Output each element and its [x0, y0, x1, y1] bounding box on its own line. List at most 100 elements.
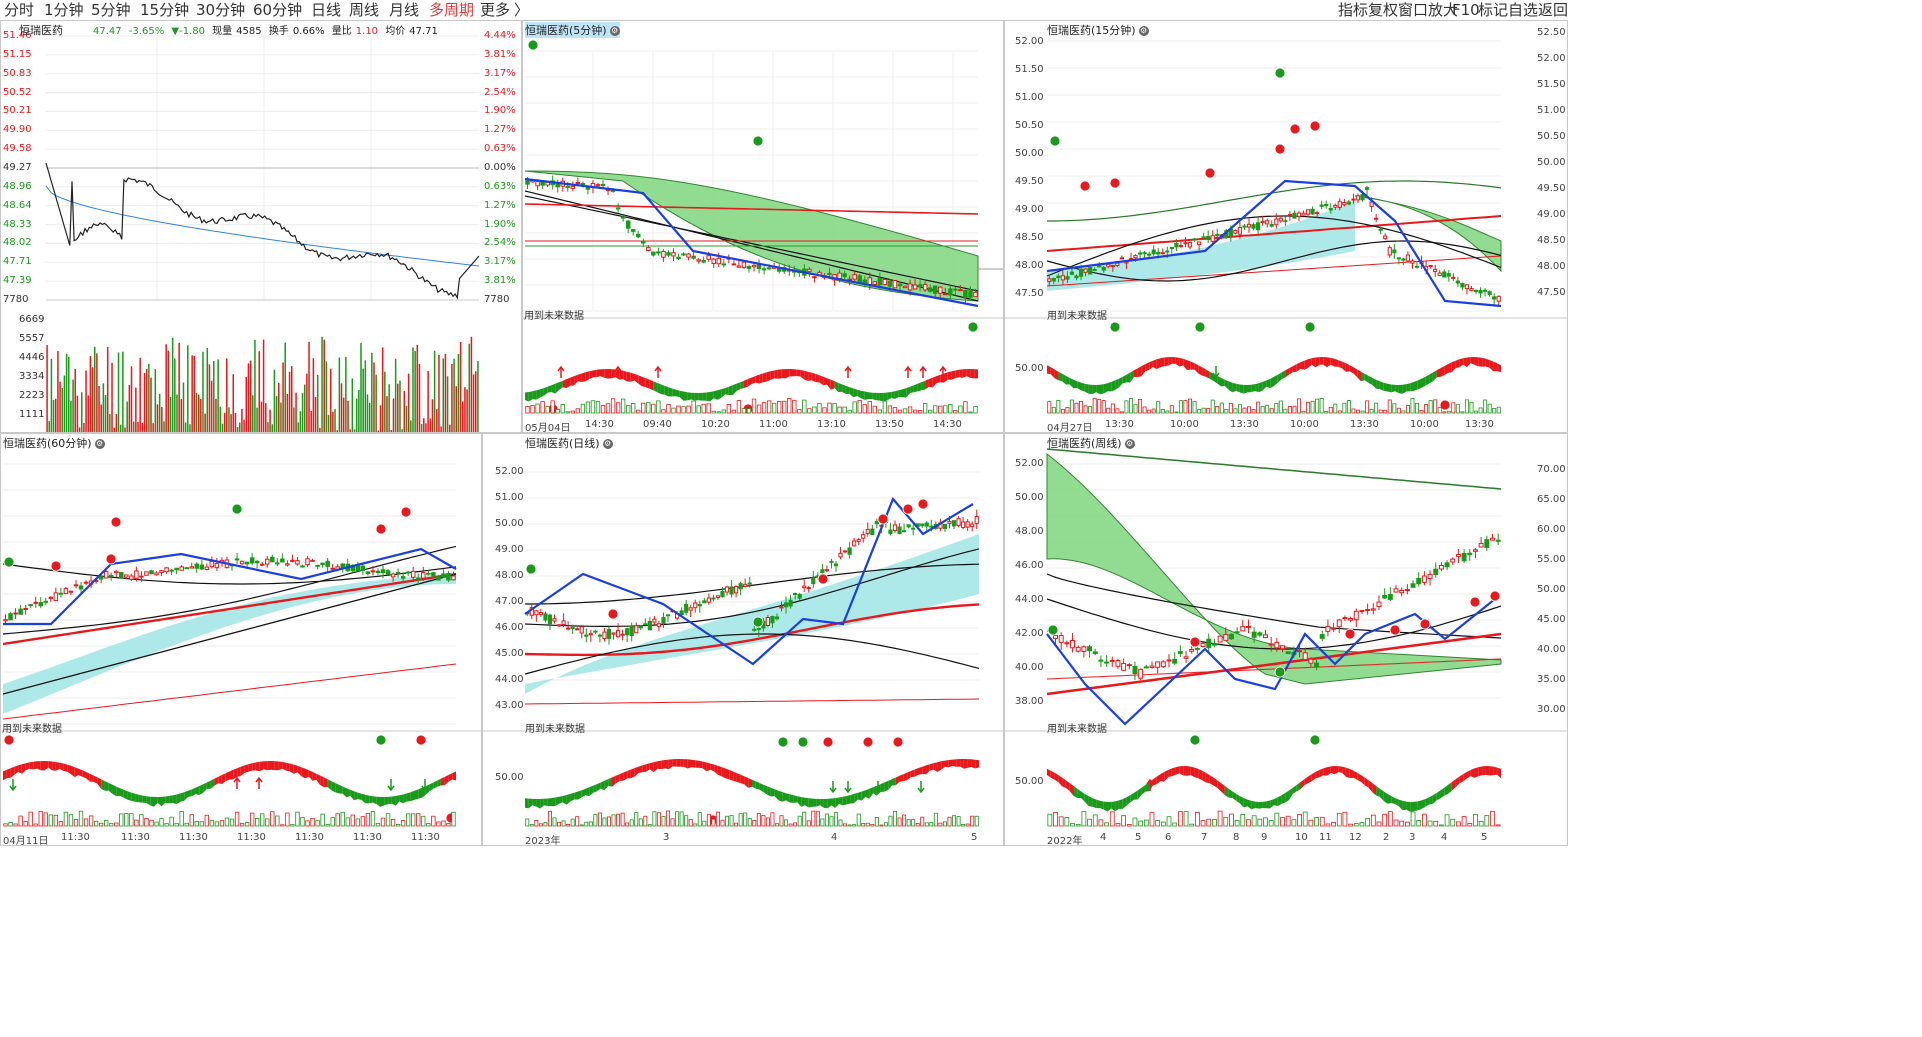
volume-bar: [286, 393, 289, 432]
oscillator-band: [414, 789, 419, 800]
oscillator-band: [555, 382, 559, 394]
chart-panel-day[interactable]: 恒瑞医药(日线) ⚙ 用到未来数据 52.00 51.00 50.00 49.00 48.…: [482, 433, 1004, 846]
more-arrow-icon[interactable]: 〉: [514, 1, 530, 19]
candle-body: [1455, 280, 1460, 284]
oscillator-band: [67, 764, 71, 775]
period-tab-day[interactable]: 日线: [311, 1, 342, 19]
oscillator-band: [608, 777, 612, 787]
oscillator-band: [1100, 384, 1104, 395]
oscillator-band: [138, 794, 143, 803]
oscillator-band: [1115, 800, 1119, 812]
panel-title-15min[interactable]: 恒瑞医药(15分钟) ⚙: [1047, 24, 1149, 37]
gear-icon[interactable]: ⚙: [1138, 26, 1149, 36]
volume-bar: [332, 411, 334, 432]
oscillator-band: [1353, 770, 1358, 780]
f10-button[interactable]: F10: [1452, 1, 1480, 19]
period-tab-multi[interactable]: 多周期: [429, 1, 475, 19]
volume-bar: [837, 406, 842, 414]
volume-bar: [834, 812, 838, 827]
volume-bar: [106, 347, 109, 432]
candle-body: [779, 606, 784, 609]
panel-title-60min[interactable]: 恒瑞医药(60分钟) ⚙: [3, 437, 105, 450]
candle-body: [1399, 589, 1405, 594]
volume-bar: [1292, 405, 1297, 414]
volume-bar: [1263, 817, 1268, 827]
mark-button[interactable]: 标记: [1478, 1, 1509, 19]
period-tab-1min[interactable]: 1分钟: [44, 1, 84, 19]
candle-body: [620, 216, 626, 219]
gear-icon[interactable]: ⚙: [602, 439, 613, 449]
chart-panel-15min[interactable]: 恒瑞医药(15分钟) ⚙ 用到未来数据 52.00 51.50 51.00 50.50 5…: [1004, 20, 1568, 433]
gear-icon[interactable]: ⚙: [1124, 439, 1135, 449]
oscillator-band: [1190, 766, 1195, 778]
candle-body: [656, 251, 661, 254]
period-tab-more[interactable]: 更多: [480, 1, 511, 19]
watchlist-button[interactable]: 自选: [1508, 1, 1539, 19]
period-tab-60min[interactable]: 60分钟: [253, 1, 303, 19]
period-tab-timeshare[interactable]: 分时: [4, 1, 35, 19]
volume-bar: [43, 812, 48, 827]
panel-title-day[interactable]: 恒瑞医药(日线) ⚙: [525, 437, 613, 450]
indicator-button[interactable]: 指标: [1338, 1, 1369, 19]
intraday-panel[interactable]: 恒瑞医药 47.47 -3.65% ▼-1.80 现量 4585 换手 0.66% …: [0, 20, 522, 433]
volume-bar: [48, 814, 53, 827]
oscillator-band: [910, 769, 915, 777]
candle-body: [295, 560, 300, 565]
oscillator-band: [97, 777, 102, 789]
pct-axis-label: 2.54%: [484, 237, 516, 249]
volume-bar: [1291, 819, 1297, 827]
ma-line: [524, 203, 979, 215]
oscillator-band: [1489, 766, 1494, 776]
volume-bar: [872, 405, 877, 414]
period-tab-week[interactable]: 周线: [349, 1, 380, 19]
volume-bar: [1070, 823, 1075, 827]
gear-icon[interactable]: ⚙: [609, 26, 620, 36]
back-button[interactable]: 返回: [1538, 1, 1569, 19]
panel-title-week[interactable]: 恒瑞医药(周线) ⚙: [1047, 437, 1135, 450]
period-tab-30min[interactable]: 30分钟: [196, 1, 246, 19]
oscillator-band: [1251, 800, 1256, 810]
candle-body: [1392, 249, 1397, 254]
oscillator-band: [578, 790, 582, 800]
volume-bar: [861, 823, 866, 827]
oscillator-band: [1168, 357, 1172, 366]
oscillator-band: [1247, 384, 1252, 393]
candle-body: [1223, 633, 1229, 641]
volume-bar: [952, 815, 957, 827]
chart-panel-5min[interactable]: 恒瑞医药(5分钟) ⚙ 用到未来数据 05月04日 14:30 09:40 10:20 1…: [522, 20, 1004, 433]
volume-bar: [1387, 811, 1393, 827]
chart-panel-week[interactable]: 恒瑞医药(周线) ⚙ 用到未来数据 52.00 50.00 48.00 46.00 44.…: [1004, 433, 1568, 846]
oscillator-band: [623, 771, 628, 781]
volume-bar: [566, 823, 571, 827]
volume-bar: [249, 812, 255, 827]
period-tab-15min[interactable]: 15分钟: [140, 1, 190, 19]
oscillator-band: [1414, 801, 1418, 811]
volume-bar: [1328, 406, 1333, 414]
panel-title-5min[interactable]: 恒瑞医药(5分钟) ⚙: [525, 22, 620, 38]
candle-body: [8, 613, 13, 621]
time-axis-label: 11:00: [759, 419, 788, 430]
volume-bar: [325, 824, 330, 827]
candle-body: [697, 604, 702, 607]
oscillator-band: [1054, 772, 1059, 783]
sell-signal-icon: [797, 736, 809, 748]
oscillator-band: [1115, 378, 1119, 391]
oscillator-band: [774, 369, 778, 379]
volume-bar: [204, 413, 206, 432]
window-zoom-button[interactable]: 窗口放大: [1398, 1, 1459, 19]
candle-body: [441, 573, 446, 578]
volume-bar: [963, 401, 968, 414]
oscillator-band: [619, 370, 624, 380]
candle-body: [1278, 217, 1283, 222]
volume-bar: [395, 824, 401, 827]
period-tab-5min[interactable]: 5分钟: [91, 1, 131, 19]
oscillator-band: [1349, 365, 1354, 374]
chart-panel-60min[interactable]: 恒瑞医药(60分钟) ⚙ 用到未来数据 04月11日 11:30 11:30 11:30…: [0, 433, 482, 846]
volume-bar: [862, 404, 867, 414]
oscillator-band: [903, 772, 908, 782]
period-tab-month[interactable]: 月线: [389, 1, 420, 19]
adjust-button[interactable]: 复权: [1368, 1, 1399, 19]
gear-icon[interactable]: ⚙: [94, 439, 105, 449]
oscillator-band: [782, 792, 786, 802]
candle-body: [552, 618, 557, 622]
